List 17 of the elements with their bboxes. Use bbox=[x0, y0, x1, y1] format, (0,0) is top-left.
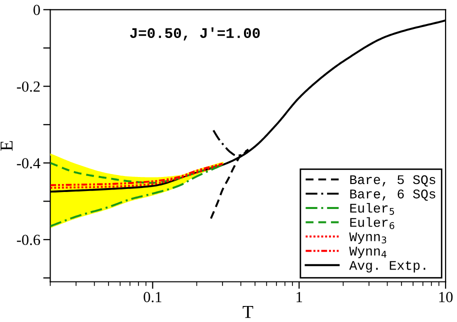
y-tick-label: -0.6 bbox=[16, 234, 40, 246]
legend-label: Avg. Extp. bbox=[349, 260, 426, 273]
x-tick-label: 0.1 bbox=[144, 292, 162, 302]
legend-label: Wynn$_{4}$ bbox=[349, 246, 386, 258]
legend-label: Bare, 5 SQs bbox=[350, 175, 436, 187]
legend-label: Wynn$_{3}$ bbox=[349, 232, 386, 244]
y-axis-title: E bbox=[0, 141, 13, 151]
y-tick-label: -0.4 bbox=[16, 158, 40, 168]
x-axis-title: T bbox=[242, 306, 254, 318]
legend-label: Bare, 6 SQs bbox=[350, 189, 436, 201]
legend-label: Euler$_{6}$ bbox=[350, 217, 394, 230]
annotation: J=0.50, J'=1.00 bbox=[130, 27, 260, 40]
x-tick-label: 1 bbox=[296, 292, 302, 302]
legend-label: Euler$_{5}$ bbox=[350, 202, 394, 215]
y-tick-label: -0.2 bbox=[16, 81, 40, 92]
y-tick-label: 0 bbox=[33, 4, 40, 16]
x-tick-label: 10 bbox=[439, 292, 453, 302]
